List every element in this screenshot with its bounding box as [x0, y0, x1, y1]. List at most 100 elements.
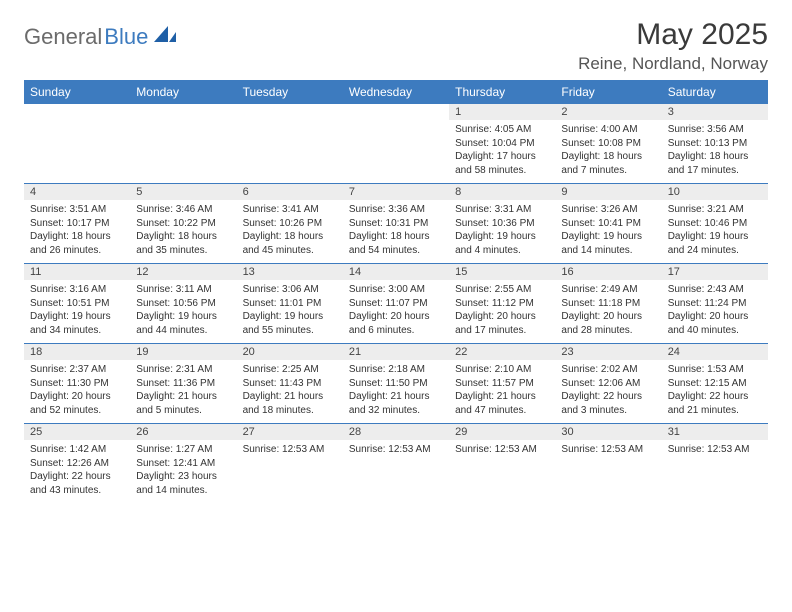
day-info-line: Daylight: 18 hours	[668, 150, 762, 164]
month-title: May 2025	[578, 18, 768, 52]
day-info-line: Sunrise: 3:36 AM	[349, 203, 443, 217]
day-info-line: Sunset: 12:15 AM	[668, 377, 762, 391]
day-number: 7	[343, 184, 449, 201]
day-info-line: Daylight: 19 hours	[30, 310, 124, 324]
day-cell: Sunrise: 2:10 AMSunset: 11:57 PMDaylight…	[449, 360, 555, 424]
day-info-line: Sunset: 10:51 PM	[30, 297, 124, 311]
day-info-line: Sunset: 11:30 PM	[30, 377, 124, 391]
day-info-line: Daylight: 21 hours	[136, 390, 230, 404]
week-number-row: 45678910	[24, 184, 768, 201]
day-info-line: Sunrise: 3:31 AM	[455, 203, 549, 217]
day-cell: Sunrise: 12:53 AM	[237, 440, 343, 503]
day-info-line: Daylight: 23 hours	[136, 470, 230, 484]
day-number: 11	[24, 264, 130, 281]
day-header: Friday	[555, 81, 661, 104]
day-info-line: Sunrise: 12:53 AM	[243, 443, 337, 457]
day-cell: Sunrise: 2:55 AMSunset: 11:12 PMDaylight…	[449, 280, 555, 344]
day-info-line: Sunset: 10:41 PM	[561, 217, 655, 231]
day-cell	[343, 120, 449, 184]
day-number: 9	[555, 184, 661, 201]
day-info-line: Sunrise: 2:18 AM	[349, 363, 443, 377]
week-number-row: 18192021222324	[24, 344, 768, 361]
calendar-table: Sunday Monday Tuesday Wednesday Thursday…	[24, 81, 768, 503]
day-info-line: Sunset: 10:56 PM	[136, 297, 230, 311]
day-cell: Sunrise: 3:11 AMSunset: 10:56 PMDaylight…	[130, 280, 236, 344]
day-info-line: Daylight: 17 hours	[455, 150, 549, 164]
week-content-row: Sunrise: 1:42 AMSunset: 12:26 AMDaylight…	[24, 440, 768, 503]
day-info-line: Daylight: 22 hours	[30, 470, 124, 484]
day-number: 25	[24, 424, 130, 441]
day-cell: Sunrise: 3:36 AMSunset: 10:31 PMDaylight…	[343, 200, 449, 264]
day-number: 23	[555, 344, 661, 361]
sail-icon	[154, 26, 176, 49]
day-info-line: Sunset: 10:36 PM	[455, 217, 549, 231]
day-number: 8	[449, 184, 555, 201]
day-info-line: Sunrise: 3:56 AM	[668, 123, 762, 137]
day-info-line: Daylight: 19 hours	[243, 310, 337, 324]
day-number: 10	[662, 184, 768, 201]
day-header: Sunday	[24, 81, 130, 104]
week-content-row: Sunrise: 3:16 AMSunset: 10:51 PMDaylight…	[24, 280, 768, 344]
day-info-line: Sunrise: 3:51 AM	[30, 203, 124, 217]
day-number	[237, 104, 343, 121]
day-cell: Sunrise: 4:05 AMSunset: 10:04 PMDaylight…	[449, 120, 555, 184]
day-info-line: Sunset: 11:50 PM	[349, 377, 443, 391]
day-info-line: Daylight: 22 hours	[668, 390, 762, 404]
day-info-line: Sunrise: 2:49 AM	[561, 283, 655, 297]
day-info-line: Sunrise: 3:21 AM	[668, 203, 762, 217]
day-info-line: and 52 minutes.	[30, 404, 124, 418]
day-number: 19	[130, 344, 236, 361]
day-cell: Sunrise: 3:06 AMSunset: 11:01 PMDaylight…	[237, 280, 343, 344]
week-content-row: Sunrise: 4:05 AMSunset: 10:04 PMDaylight…	[24, 120, 768, 184]
day-cell: Sunrise: 4:00 AMSunset: 10:08 PMDaylight…	[555, 120, 661, 184]
day-cell: Sunrise: 2:25 AMSunset: 11:43 PMDaylight…	[237, 360, 343, 424]
day-number: 27	[237, 424, 343, 441]
day-info-line: Sunrise: 2:55 AM	[455, 283, 549, 297]
day-info-line: and 58 minutes.	[455, 164, 549, 178]
day-cell: Sunrise: 2:37 AMSunset: 11:30 PMDaylight…	[24, 360, 130, 424]
day-info-line: Sunset: 10:13 PM	[668, 137, 762, 151]
day-number: 24	[662, 344, 768, 361]
day-cell: Sunrise: 12:53 AM	[555, 440, 661, 503]
day-info-line: and 24 minutes.	[668, 244, 762, 258]
day-info-line: Daylight: 19 hours	[561, 230, 655, 244]
day-info-line: and 14 minutes.	[136, 484, 230, 498]
day-info-line: Sunset: 10:08 PM	[561, 137, 655, 151]
day-cell: Sunrise: 1:53 AMSunset: 12:15 AMDaylight…	[662, 360, 768, 424]
day-info-line: and 43 minutes.	[30, 484, 124, 498]
day-info-line: and 5 minutes.	[136, 404, 230, 418]
day-info-line: and 44 minutes.	[136, 324, 230, 338]
day-info-line: and 26 minutes.	[30, 244, 124, 258]
title-block: May 2025 Reine, Nordland, Norway	[578, 18, 768, 74]
day-info-line: Daylight: 18 hours	[243, 230, 337, 244]
day-info-line: and 55 minutes.	[243, 324, 337, 338]
day-number	[130, 104, 236, 121]
day-cell: Sunrise: 2:31 AMSunset: 11:36 PMDaylight…	[130, 360, 236, 424]
day-cell: Sunrise: 3:26 AMSunset: 10:41 PMDaylight…	[555, 200, 661, 264]
day-number: 18	[24, 344, 130, 361]
week-number-row: 123	[24, 104, 768, 121]
day-info-line: Sunrise: 12:53 AM	[668, 443, 762, 457]
day-number: 14	[343, 264, 449, 281]
day-info-line: and 3 minutes.	[561, 404, 655, 418]
day-info-line: and 32 minutes.	[349, 404, 443, 418]
day-header: Tuesday	[237, 81, 343, 104]
day-info-line: Sunset: 11:43 PM	[243, 377, 337, 391]
day-number: 6	[237, 184, 343, 201]
day-cell: Sunrise: 2:02 AMSunset: 12:06 AMDaylight…	[555, 360, 661, 424]
day-info-line: Sunrise: 12:53 AM	[349, 443, 443, 457]
day-info-line: Sunset: 12:41 AM	[136, 457, 230, 471]
day-info-line: Sunset: 10:17 PM	[30, 217, 124, 231]
day-info-line: and 4 minutes.	[455, 244, 549, 258]
day-cell: Sunrise: 3:16 AMSunset: 10:51 PMDaylight…	[24, 280, 130, 344]
day-number: 21	[343, 344, 449, 361]
week-content-row: Sunrise: 2:37 AMSunset: 11:30 PMDaylight…	[24, 360, 768, 424]
day-number: 20	[237, 344, 343, 361]
day-info-line: Sunset: 11:07 PM	[349, 297, 443, 311]
day-info-line: Daylight: 18 hours	[136, 230, 230, 244]
day-cell: Sunrise: 3:56 AMSunset: 10:13 PMDaylight…	[662, 120, 768, 184]
day-cell: Sunrise: 2:18 AMSunset: 11:50 PMDaylight…	[343, 360, 449, 424]
day-info-line: Sunset: 12:06 AM	[561, 377, 655, 391]
day-info-line: Daylight: 19 hours	[136, 310, 230, 324]
day-cell: Sunrise: 1:27 AMSunset: 12:41 AMDaylight…	[130, 440, 236, 503]
